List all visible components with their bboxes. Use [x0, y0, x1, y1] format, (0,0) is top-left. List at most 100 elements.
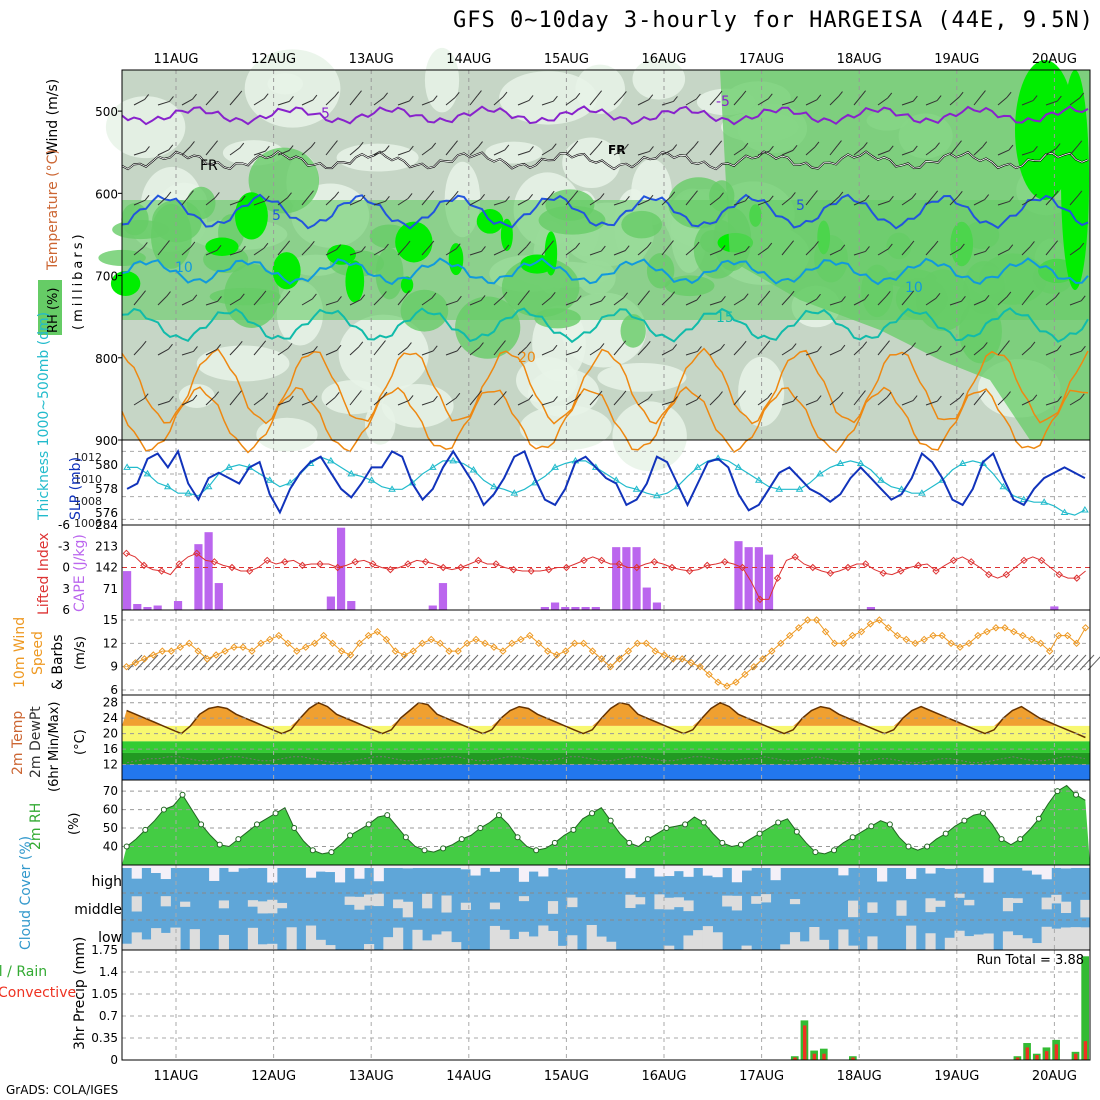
rh-saturated-late: [1061, 70, 1089, 290]
wind-barb: [397, 245, 407, 256]
wind-barb: [973, 347, 984, 356]
wind-barb: [637, 295, 646, 306]
cloud-low-gap: [838, 929, 849, 950]
wind-barb: [207, 654, 223, 671]
precip-tick: 1.4: [99, 965, 118, 979]
cloud-high-gap: [209, 865, 220, 881]
wind-barb-flag: [1080, 295, 1086, 302]
wind-barb: [157, 296, 167, 306]
wind-barb-flag: [768, 145, 774, 152]
wind-barb-flag: [1006, 391, 1011, 397]
wind-barb-flag: [216, 344, 222, 350]
wind-marker: [579, 639, 588, 648]
wind-barb-flag: [838, 91, 843, 97]
wind-barb: [349, 250, 362, 256]
wind-barb: [541, 245, 550, 256]
wind-barb: [511, 654, 527, 671]
wind-barb: [421, 100, 434, 106]
cloud-low-gap: [596, 936, 607, 950]
wind-barb: [205, 396, 215, 406]
wind-barb-flag: [1009, 196, 1014, 202]
cloud-low-gap: [325, 945, 336, 950]
wind-barb: [253, 345, 263, 356]
wind-barb-flag: [573, 190, 579, 197]
wind-barb-flag: [288, 145, 294, 151]
wind-barb: [349, 395, 358, 406]
cloud-level-label: low: [98, 930, 122, 946]
li-marker: [914, 561, 923, 570]
rh-axis-label: RH (%): [46, 288, 61, 333]
wind-barb: [757, 345, 767, 356]
thickness-marker: [714, 454, 722, 461]
cloud-low-gap: [489, 925, 501, 950]
wind-barb: [373, 97, 384, 106]
wind-marker: [723, 682, 731, 690]
thickness-marker: [367, 476, 376, 483]
wind-marker: [929, 631, 937, 640]
rh-saturated-area: [395, 221, 433, 263]
wind-barb: [373, 396, 384, 406]
wind-barb: [253, 98, 265, 106]
wind-barb-flag: [141, 340, 147, 347]
chart-title: GFS 0~10day 3-hourly for HARGEISA (44E, …: [452, 8, 1094, 33]
wind-barb: [589, 198, 601, 206]
wind-barb: [277, 100, 290, 106]
wind-barb: [877, 200, 890, 206]
wind-barb: [839, 654, 855, 671]
wind-marker: [956, 643, 964, 651]
cloud-middle-gap: [422, 893, 433, 909]
wind-barb-flag: [239, 293, 245, 300]
cloud-low-gap: [1031, 943, 1043, 950]
wind-barb-flag: [840, 244, 846, 251]
wind-barb-flag: [577, 345, 582, 352]
wind-barb: [311, 654, 327, 671]
wind-barb-flag: [1029, 290, 1034, 296]
wind-barb: [349, 146, 360, 156]
cape-bar: [612, 547, 621, 610]
wind-barb: [1021, 399, 1034, 406]
wind-barb: [949, 96, 960, 106]
wind-barb-flag: [1032, 394, 1038, 401]
cape-tick: 142: [95, 561, 118, 575]
wind-barb: [181, 350, 194, 356]
wind-barb: [613, 96, 623, 106]
wind-barb-flag: [645, 340, 651, 347]
wind-barb: [445, 96, 456, 106]
wind-barb: [183, 654, 199, 671]
wind-barb: [575, 654, 591, 671]
li-marker: [210, 558, 219, 566]
cloud-middle-gap: [1080, 899, 1091, 918]
wind-barb-flag: [334, 91, 340, 97]
wind-barb: [157, 348, 169, 356]
wind-marker: [346, 651, 355, 659]
wind-barb: [901, 245, 911, 256]
rh-saturated-area: [110, 271, 141, 296]
li-marker: [474, 556, 483, 565]
li-marker: [703, 561, 711, 570]
li-marker: [668, 563, 676, 572]
wind-barb: [781, 100, 794, 106]
wind-barb: [733, 200, 746, 206]
wind-barb: [487, 654, 503, 671]
rh-marker: [924, 843, 931, 850]
rh-marker: [160, 806, 167, 813]
wind-barb-flag: [287, 343, 293, 349]
wind-barb-flag: [838, 191, 844, 198]
wind-barb: [901, 150, 914, 156]
wind-barb-flag: [885, 340, 890, 346]
li-marker: [844, 563, 852, 572]
li-marker: [562, 563, 571, 572]
rh-marker: [495, 812, 502, 819]
wind-barb-flag: [285, 240, 291, 247]
cloud-high-gap: [1031, 865, 1043, 875]
rh-axis-label: 2m RH: [28, 803, 44, 850]
cloud-low-gap: [412, 929, 423, 950]
wind-barb: [205, 145, 214, 156]
thickness-marker: [428, 463, 437, 470]
cape-bar: [581, 607, 590, 610]
wind-barb-flag: [480, 194, 485, 200]
wind-marker: [508, 639, 516, 648]
wind-barb-flag: [525, 290, 530, 296]
wind-barb: [181, 246, 192, 256]
wind-marker: [185, 639, 193, 648]
